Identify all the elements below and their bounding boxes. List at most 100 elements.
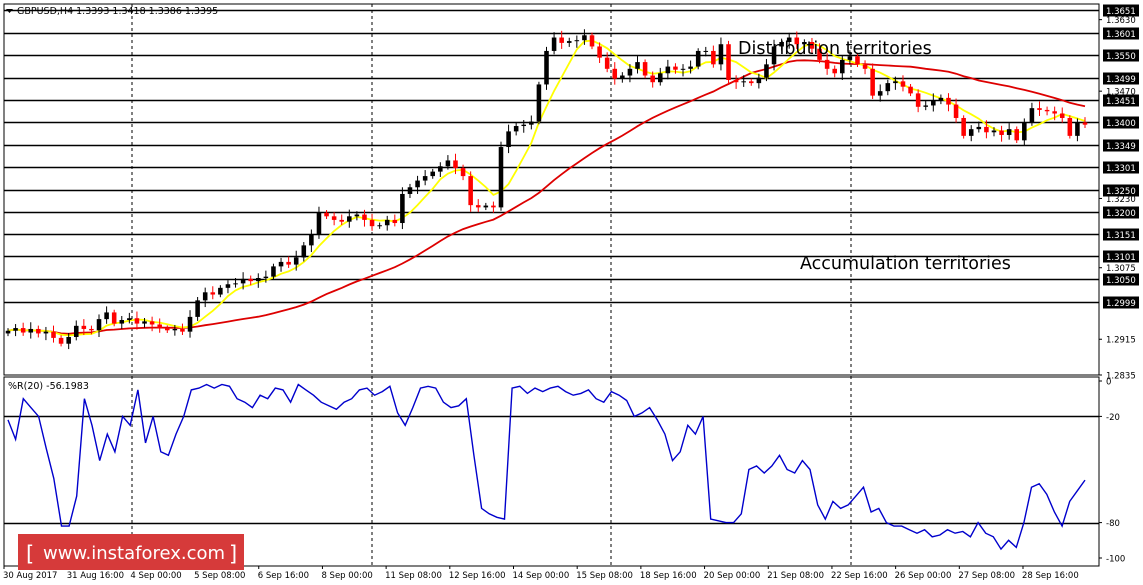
candle-body: [438, 166, 443, 172]
accumulation-annotation: Accumulation territories: [800, 254, 1011, 274]
candle-body: [999, 130, 1004, 135]
candle: [665, 59, 671, 80]
candle: [794, 31, 800, 49]
candle: [620, 72, 625, 83]
level-tag-7: [1103, 161, 1139, 174]
candle: [468, 171, 473, 212]
level-tag-label-3: 1.3499: [1106, 75, 1136, 85]
candle-body: [149, 321, 155, 325]
candle-body: [491, 205, 496, 208]
wpr-tick-label-0: 0: [1106, 378, 1111, 388]
candle: [802, 39, 807, 47]
candle-body: [627, 68, 633, 76]
candle: [900, 75, 906, 92]
candle-body: [384, 219, 390, 226]
candle: [233, 278, 238, 288]
candle: [415, 175, 420, 194]
distribution-annotation: Distribution territories: [738, 39, 932, 59]
candle: [331, 212, 337, 226]
candle: [1014, 126, 1020, 144]
candle: [680, 64, 686, 77]
candle-body: [650, 75, 655, 83]
candle-body: [506, 131, 511, 148]
candle-body: [877, 91, 883, 96]
candle: [597, 42, 602, 64]
candle-body: [604, 57, 610, 69]
candle-body: [953, 104, 959, 118]
candle-body: [1014, 129, 1020, 141]
level-tag-13: [1103, 296, 1139, 309]
candle-body: [870, 68, 875, 96]
candle-body: [331, 216, 337, 220]
candle: [984, 120, 989, 139]
candle: [885, 79, 891, 96]
candle: [1029, 102, 1035, 126]
candle: [529, 115, 534, 130]
candle: [354, 211, 360, 221]
candle-body: [733, 79, 739, 83]
candlesticks: [5, 29, 1088, 350]
time-tick-label-1: 31 Aug 16:00: [67, 571, 124, 581]
candle: [445, 155, 451, 170]
candle-body: [422, 176, 428, 181]
price-tick-label-5: 1.2835: [1106, 372, 1136, 382]
symbol-menu-arrow-icon[interactable]: [6, 9, 13, 13]
candle-body: [938, 97, 944, 101]
candle-body: [66, 337, 71, 344]
candle: [733, 75, 739, 89]
candle-body: [635, 62, 640, 69]
candle-body: [187, 316, 193, 332]
candle-body: [688, 66, 693, 69]
candle-body: [703, 50, 709, 52]
price-tick-label-2: 1.3230: [1106, 195, 1136, 205]
candle: [309, 229, 314, 253]
candle: [240, 272, 246, 290]
instaforex-watermark: [ www.instaforex.com ]: [18, 534, 244, 570]
level-tag-9: [1103, 206, 1139, 219]
candle: [180, 323, 185, 335]
candle-body: [885, 83, 891, 92]
candle: [36, 325, 41, 338]
candle: [111, 309, 117, 327]
candle: [119, 315, 125, 329]
candle-body: [36, 328, 41, 334]
candle-body: [794, 37, 800, 45]
candle: [58, 335, 64, 347]
level-tag-12: [1103, 273, 1139, 286]
candle-body: [218, 287, 223, 295]
candle-body: [377, 225, 382, 227]
candle-body: [695, 50, 701, 67]
candle-body: [976, 126, 982, 130]
time-tick-label-12: 21 Sep 08:00: [767, 571, 824, 581]
candle: [635, 56, 640, 74]
time-tick-label-4: 6 Sep 16:00: [258, 571, 309, 581]
candle-body: [726, 44, 731, 80]
candle: [384, 215, 390, 231]
candle: [96, 314, 102, 338]
candle: [991, 127, 997, 137]
candle-body: [339, 219, 344, 222]
candle-body: [574, 40, 580, 42]
candle-body: [127, 318, 132, 321]
candle: [817, 43, 822, 64]
candle: [377, 222, 382, 229]
level-tag-5: [1103, 116, 1139, 129]
candle-body: [195, 300, 200, 317]
candle: [695, 48, 701, 70]
candle: [627, 64, 633, 83]
candle: [149, 316, 155, 332]
level-tag-8: [1103, 184, 1139, 197]
candle-body: [89, 328, 94, 331]
candle: [324, 210, 329, 220]
candle-body: [961, 117, 966, 136]
candle: [855, 53, 860, 68]
candle: [749, 78, 754, 86]
candle-body: [900, 81, 906, 87]
candle-body: [673, 66, 678, 70]
candle: [673, 63, 678, 74]
level-tag-11: [1103, 250, 1139, 263]
candle-body: [407, 187, 413, 194]
candle-body: [1022, 122, 1027, 141]
wpr-tick-label-2: -80: [1106, 519, 1120, 529]
candle-body: [316, 212, 322, 235]
